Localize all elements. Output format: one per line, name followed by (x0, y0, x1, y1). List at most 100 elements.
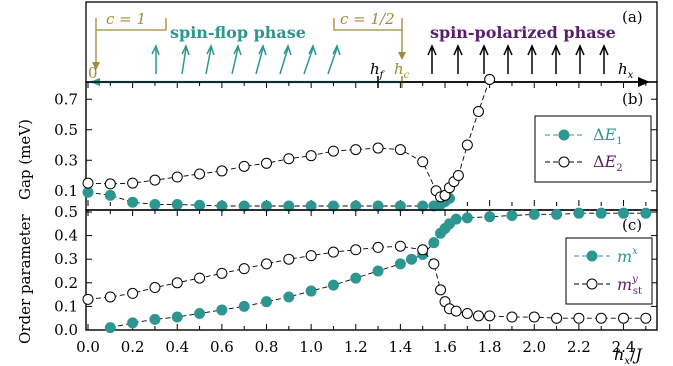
panel-c-series (82, 207, 652, 334)
panel-b: (b) 0.1 0.3 0.5 0.7 ΔE1 ΔE2 (54, 73, 658, 212)
spin-arrow-up-head (599, 44, 609, 56)
data-point-series-2 (350, 144, 362, 156)
c1-label: c = 1 (106, 10, 146, 28)
x-tick-label: 2.4 (612, 338, 636, 356)
data-point-series-2 (618, 312, 630, 324)
spin-arrow-up-head (551, 44, 561, 56)
data-point-series-2 (640, 312, 652, 324)
spin-arrow-teal (181, 47, 187, 75)
data-point-series-2 (149, 282, 161, 294)
panel-b-legend: ΔE1 ΔE2 (534, 115, 652, 183)
y-tick-label: 0.4 (54, 227, 78, 245)
c-half-bracket (333, 18, 403, 31)
panel-b-series (82, 73, 496, 212)
data-point-series-2 (327, 246, 339, 258)
spin-arrow-teal-head (283, 44, 292, 56)
x-tick-label: 0.4 (165, 338, 189, 356)
spin-arrow-teal (327, 47, 338, 75)
c1-arrow-icon (92, 62, 100, 70)
hf-label: hf (370, 60, 386, 81)
y-label-order: Order parameter (16, 213, 34, 344)
data-point-series-2 (472, 105, 484, 117)
y-tick-label: 0.1 (54, 297, 78, 315)
data-point-series-2 (461, 307, 473, 319)
data-point-series-1 (461, 212, 473, 224)
series-line-2 (87, 245, 646, 319)
data-point-series-2 (506, 311, 518, 323)
data-point-series-2 (216, 267, 228, 279)
data-point-series-2 (484, 73, 496, 85)
hc-label: hc (394, 60, 410, 81)
series-line-2 (87, 79, 491, 198)
y-tick-label: 0.1 (54, 182, 78, 200)
data-point-series-2 (238, 263, 250, 275)
data-point-series-2 (283, 153, 295, 165)
legend-mx-label: mx (617, 246, 638, 266)
x-tick-label: 1.2 (344, 338, 368, 356)
data-point-series-1 (82, 186, 94, 198)
data-point-series-2 (394, 240, 406, 252)
panel-b-ticks: 0.1 0.3 0.5 0.7 (54, 82, 657, 206)
data-point-series-2 (238, 160, 250, 172)
x-tick-label: 1.0 (299, 338, 323, 356)
x-tick-label: 2.0 (522, 338, 546, 356)
data-point-series-2 (104, 178, 116, 190)
data-point-series-1 (450, 213, 462, 225)
data-point-series-2 (452, 170, 464, 181)
data-point-series-2 (417, 156, 429, 168)
data-point-series-2 (82, 293, 94, 305)
data-point-series-2 (484, 310, 496, 322)
spin-flop-label: spin-flop phase (170, 23, 306, 42)
legend-de2-marker (558, 156, 570, 168)
y-tick-label: 0.0 (54, 321, 78, 339)
data-point-series-1 (551, 208, 563, 220)
hx-axis-label: hx (618, 60, 634, 81)
data-point-series-2 (261, 258, 273, 270)
legend-de1-marker (558, 129, 570, 141)
data-point-series-1 (506, 210, 518, 222)
panel-c-legend: mx my st (565, 237, 653, 305)
x-tick-label: 1.8 (478, 338, 502, 356)
spin-arrow-teal-head (308, 44, 317, 56)
y-tick-label: 0.5 (54, 203, 78, 221)
data-point-series-2 (171, 171, 183, 183)
panel-c-frame (85, 209, 658, 331)
spin-arrow-teal (205, 47, 212, 75)
y-tick-label: 0.5 (54, 121, 78, 139)
c1-bracket (95, 18, 167, 31)
spin-arrow-teal-head (181, 44, 190, 56)
spin-arrow-up-head (575, 44, 585, 56)
data-point-series-2 (305, 250, 317, 262)
data-point-series-2 (472, 310, 484, 322)
data-point-series-2 (450, 305, 462, 317)
data-point-series-1 (528, 208, 540, 220)
data-point-series-1 (350, 272, 362, 284)
data-point-series-1 (372, 265, 384, 277)
data-point-series-2 (350, 244, 362, 256)
data-point-series-2 (216, 165, 228, 177)
data-point-series-1 (595, 207, 607, 219)
data-point-series-2 (461, 139, 473, 151)
spin-arrow-teal-head (151, 44, 160, 56)
x-tick-label: 0.8 (255, 338, 279, 356)
panel-c-label: (c) (622, 216, 642, 234)
x-tick-label: 2.2 (567, 338, 591, 356)
y-label-gap: Gap (meV) (16, 119, 34, 200)
y-tick-label: 0.3 (54, 151, 78, 169)
x-tick-label: 0.6 (210, 338, 234, 356)
data-point-series-1 (283, 291, 295, 303)
data-point-series-2 (283, 253, 295, 265)
data-point-series-2 (194, 168, 206, 180)
data-point-series-2 (127, 177, 139, 189)
data-point-series-1 (104, 189, 116, 201)
x-tick-label: 1.4 (388, 338, 412, 356)
data-point-series-1 (149, 313, 161, 325)
data-point-series-1 (428, 237, 440, 249)
spin-arrow-teal (303, 47, 314, 75)
x-tick-label: 0.2 (121, 338, 145, 356)
panel-b-legend-box (534, 115, 652, 183)
data-point-series-1 (406, 253, 418, 265)
data-point-series-1 (194, 307, 206, 319)
x-tick-label: 0.0 (76, 338, 100, 356)
data-point-series-1 (238, 300, 250, 312)
